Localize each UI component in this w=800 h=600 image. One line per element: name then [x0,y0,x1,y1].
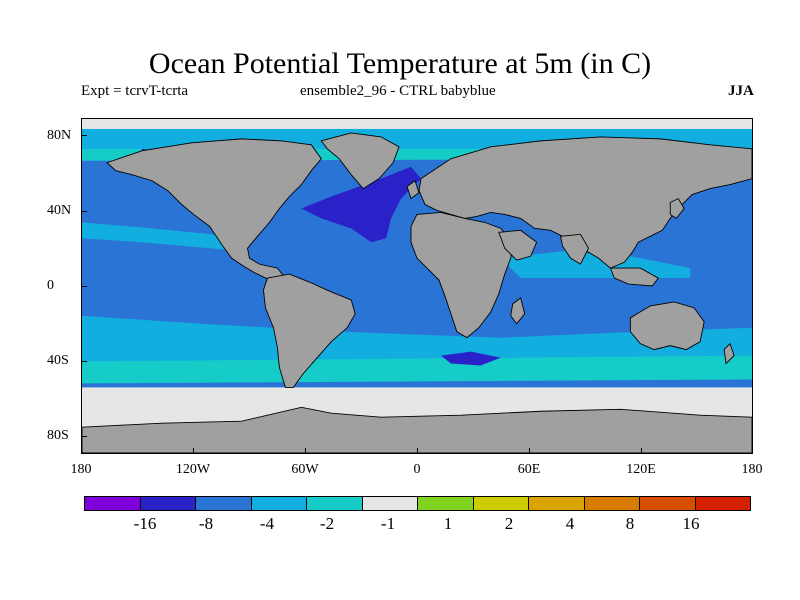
color-legend-label: -1 [380,514,396,533]
color-legend-swatch [140,497,196,510]
lon-label: 0 [413,462,421,477]
x-tick-mark [529,448,530,454]
color-legend-swatch [251,497,307,510]
lon-label: 180 [70,462,92,477]
color-legend-label: 16 [682,514,700,533]
color-legend-swatch [584,497,640,510]
south-america [263,273,356,388]
y-tick-mark [81,211,87,212]
x-tick-mark [417,448,418,454]
color-legend-swatch [473,497,529,510]
color-legend-label: 8 [625,514,635,533]
season-label: JJA [728,83,754,99]
color-legend-label: -2 [319,514,335,533]
x-tick-mark [641,448,642,454]
lon-label: 60E [517,462,541,477]
color-legend-swatch [362,497,418,510]
map-canvas [82,119,752,453]
y-tick-mark [81,135,87,136]
arabia [498,229,538,261]
north-pacific-band [82,222,232,251]
x-tick-mark [81,448,82,454]
color-legend-label: -4 [259,514,275,533]
y-tick-mark [81,361,87,362]
color-legend-swatch [640,497,696,510]
lat-label: 40S [47,353,69,368]
southeast-asia-islands [609,267,659,287]
land-masses [82,132,752,453]
color-legend-swatch [695,497,750,510]
north-atlantic-anomaly [301,166,421,243]
arctic-ice [82,119,752,129]
southern-ocean-cyan-band [82,355,752,384]
map-title: Ocean Potential Temperature at 5m (in C) [148,47,652,80]
south-atlantic-anomaly [440,351,501,366]
color-legend-label: 4 [565,514,575,533]
color-legend-label: -8 [198,514,214,533]
lat-label: 40N [47,203,72,218]
india [560,233,589,265]
y-tick-mark [81,436,87,437]
color-legend-swatch [529,497,585,510]
antarctica [82,406,752,453]
color-legend-swatch [196,497,252,510]
new-zealand [723,342,735,365]
color-legend-swatch [418,497,474,510]
color-legend-swatch [307,497,363,510]
lat-label: 80S [47,428,69,443]
north-america [106,138,322,283]
lat-label: 80N [47,128,72,143]
lon-label: 120W [175,462,211,477]
color-legend-label: 1 [443,514,453,533]
x-tick-mark [752,448,753,454]
lon-label: 120E [626,462,656,477]
color-legend-label: -16 [133,514,157,533]
color-legend-bar [84,496,751,511]
lon-label: 60W [291,462,319,477]
australia [629,301,705,351]
x-tick-mark [193,448,194,454]
ensemble-label: ensemble2_96 - CTRL babyblue [300,83,496,99]
britain [406,179,420,200]
lat-label: 0 [47,278,54,293]
japan [669,197,685,220]
world-map [81,118,753,454]
africa [410,211,514,339]
eurasia [418,136,752,269]
greenland [320,132,400,190]
color-legend-label: 2 [504,514,514,533]
x-tick-mark [305,448,306,454]
color-legend-swatch [85,497,141,510]
southern-ocean-band [82,315,752,370]
lon-label: 180 [741,462,763,477]
madagascar [510,297,526,325]
experiment-label: Expt = tcrvT-tcrta [81,83,189,99]
y-tick-mark [81,286,87,287]
